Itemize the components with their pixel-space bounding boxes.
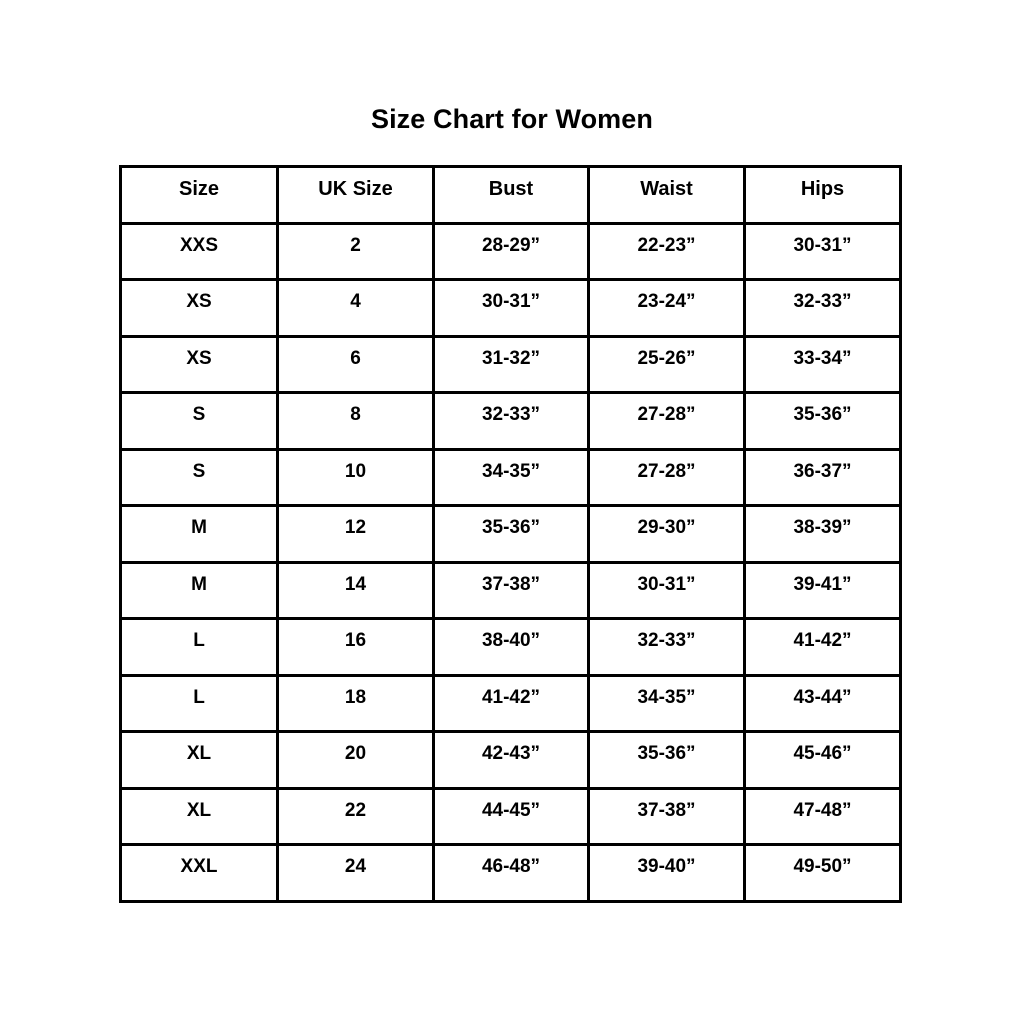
cell-size: M [119, 560, 279, 620]
cell-hips: 30-31” [743, 221, 902, 281]
column-header-size: Size [119, 165, 279, 225]
cell-uk-size: 2 [276, 221, 435, 281]
cell-uk-size: 22 [276, 786, 435, 846]
cell-hips: 45-46” [743, 730, 902, 790]
cell-waist: 30-31” [587, 560, 746, 620]
cell-size: S [119, 391, 279, 451]
cell-bust: 31-32” [432, 334, 590, 394]
table-row: S 10 34-35” 27-28” 36-37” [119, 447, 902, 507]
table-header: Size UK Size Bust Waist Hips [119, 165, 902, 225]
column-header-hips: Hips [743, 165, 902, 225]
table-header-row: Size UK Size Bust Waist Hips [119, 165, 902, 225]
cell-hips: 47-48” [743, 786, 902, 846]
cell-hips: 49-50” [743, 843, 902, 903]
cell-size: XS [119, 334, 279, 394]
cell-waist: 22-23” [587, 221, 746, 281]
cell-bust: 41-42” [432, 673, 590, 733]
cell-hips: 43-44” [743, 673, 902, 733]
table-row: XL 22 44-45” 37-38” 47-48” [119, 786, 902, 846]
size-chart-table-container: Size UK Size Bust Waist Hips XXS 2 28-29… [119, 165, 902, 903]
table-row: XS 4 30-31” 23-24” 32-33” [119, 278, 902, 338]
cell-bust: 35-36” [432, 504, 590, 564]
cell-uk-size: 24 [276, 843, 435, 903]
cell-bust: 28-29” [432, 221, 590, 281]
cell-bust: 38-40” [432, 617, 590, 677]
table-row: XS 6 31-32” 25-26” 33-34” [119, 334, 902, 394]
cell-bust: 30-31” [432, 278, 590, 338]
cell-size: XXS [119, 221, 279, 281]
cell-waist: 25-26” [587, 334, 746, 394]
table-row: XXL 24 46-48” 39-40” 49-50” [119, 843, 902, 903]
cell-waist: 29-30” [587, 504, 746, 564]
cell-size: L [119, 673, 279, 733]
cell-hips: 33-34” [743, 334, 902, 394]
cell-uk-size: 6 [276, 334, 435, 394]
cell-bust: 37-38” [432, 560, 590, 620]
table-row: S 8 32-33” 27-28” 35-36” [119, 391, 902, 451]
table-row: L 16 38-40” 32-33” 41-42” [119, 617, 902, 677]
cell-waist: 37-38” [587, 786, 746, 846]
cell-hips: 41-42” [743, 617, 902, 677]
table-row: M 14 37-38” 30-31” 39-41” [119, 560, 902, 620]
page-title: Size Chart for Women [370, 104, 654, 134]
cell-waist: 32-33” [587, 617, 746, 677]
column-header-bust: Bust [432, 165, 590, 225]
column-header-waist: Waist [587, 165, 746, 225]
table-row: XL 20 42-43” 35-36” 45-46” [119, 730, 902, 790]
cell-size: L [119, 617, 279, 677]
table-row: XXS 2 28-29” 22-23” 30-31” [119, 221, 902, 281]
cell-waist: 35-36” [587, 730, 746, 790]
cell-waist: 23-24” [587, 278, 746, 338]
cell-hips: 36-37” [743, 447, 902, 507]
table-row: L 18 41-42” 34-35” 43-44” [119, 673, 902, 733]
cell-uk-size: 12 [276, 504, 435, 564]
cell-uk-size: 10 [276, 447, 435, 507]
cell-waist: 27-28” [587, 391, 746, 451]
cell-size: S [119, 447, 279, 507]
column-header-uk-size: UK Size [276, 165, 435, 225]
cell-uk-size: 16 [276, 617, 435, 677]
cell-uk-size: 8 [276, 391, 435, 451]
cell-bust: 46-48” [432, 843, 590, 903]
cell-size: M [119, 504, 279, 564]
cell-uk-size: 4 [276, 278, 435, 338]
cell-hips: 39-41” [743, 560, 902, 620]
cell-hips: 32-33” [743, 278, 902, 338]
cell-uk-size: 20 [276, 730, 435, 790]
cell-uk-size: 14 [276, 560, 435, 620]
cell-bust: 42-43” [432, 730, 590, 790]
cell-bust: 44-45” [432, 786, 590, 846]
cell-size: XXL [119, 843, 279, 903]
cell-hips: 35-36” [743, 391, 902, 451]
table-body: XXS 2 28-29” 22-23” 30-31” XS 4 30-31” 2… [119, 221, 902, 903]
cell-size: XL [119, 786, 279, 846]
cell-uk-size: 18 [276, 673, 435, 733]
cell-bust: 34-35” [432, 447, 590, 507]
cell-size: XS [119, 278, 279, 338]
size-chart-table: Size UK Size Bust Waist Hips XXS 2 28-29… [119, 165, 902, 903]
cell-waist: 39-40” [587, 843, 746, 903]
cell-waist: 27-28” [587, 447, 746, 507]
cell-size: XL [119, 730, 279, 790]
cell-hips: 38-39” [743, 504, 902, 564]
table-row: M 12 35-36” 29-30” 38-39” [119, 504, 902, 564]
cell-bust: 32-33” [432, 391, 590, 451]
cell-waist: 34-35” [587, 673, 746, 733]
